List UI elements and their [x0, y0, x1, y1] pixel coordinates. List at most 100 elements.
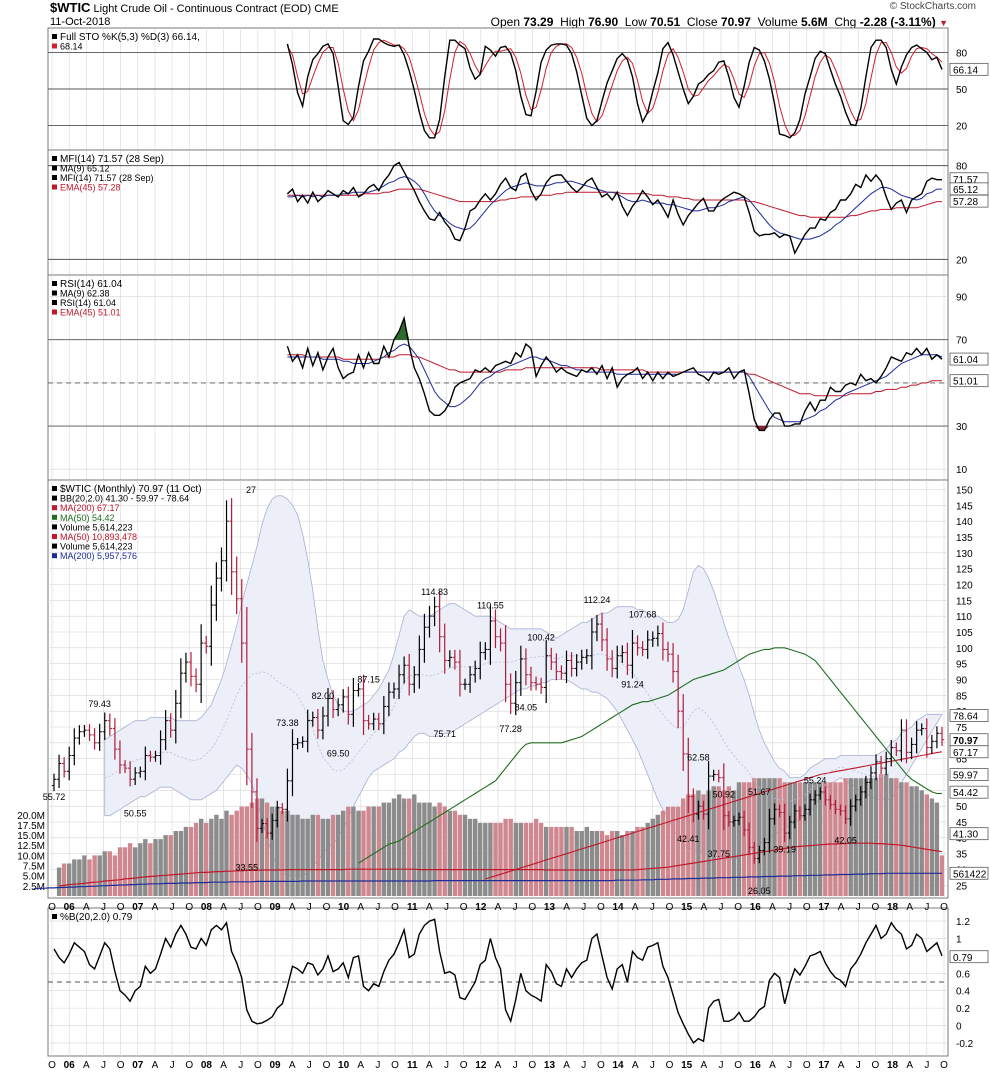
volume-bar	[604, 835, 610, 896]
ohlc-bar	[544, 640, 549, 704]
ohlc-bar	[249, 732, 255, 809]
time-axis-label: O	[940, 1060, 948, 1071]
volume-bar	[939, 855, 945, 896]
price-annotation: 75.71	[433, 729, 456, 739]
volume-bar	[224, 810, 229, 896]
time-axis-label: A	[838, 902, 845, 913]
rsi-overbought-fill	[393, 318, 415, 340]
time-axis-label: A	[701, 902, 708, 913]
ohlc-bar	[447, 650, 452, 668]
volume-bar	[204, 822, 209, 896]
time-axis-label: O	[734, 1060, 742, 1071]
volume-bar	[797, 782, 803, 897]
price-annotation: 107.68	[629, 610, 657, 620]
volume-bar	[488, 822, 493, 896]
time-axis-label: 08	[201, 1060, 213, 1071]
ohlc-bar	[929, 734, 935, 754]
mfi-legend-text: MFI(14) 71.57 (28 Sep)	[60, 173, 154, 183]
price-legend-swatch	[52, 553, 57, 559]
ohlc-bar	[437, 591, 442, 653]
time-axis-label: 10	[338, 902, 350, 913]
volume-bar	[777, 778, 782, 896]
ohlc-bar	[77, 725, 82, 745]
rsi-legend-swatch	[52, 281, 57, 286]
price-ma200-line	[485, 751, 943, 880]
ohlc-bar	[721, 763, 727, 831]
stochastic-legend-text: 68.14	[60, 42, 83, 52]
ohlc-bar	[351, 677, 356, 727]
price-ytick-label: 145	[956, 501, 973, 512]
ohlc-bar	[153, 750, 158, 762]
price-ytick-label: 135	[956, 533, 973, 544]
mfi-ytick-label: 80	[956, 162, 968, 173]
time-axis-label: O	[940, 902, 948, 913]
volume-bar	[148, 843, 153, 896]
volume-bar	[138, 843, 143, 896]
ohlc-bar	[899, 719, 904, 762]
stochastic-ytick-label: 80	[956, 48, 968, 59]
ohlc-bar	[488, 605, 493, 665]
stochastic-last-value-box	[949, 62, 989, 76]
volume-bar	[452, 810, 458, 896]
price-ytick-label: 125	[956, 565, 973, 576]
ohlc-bar	[878, 756, 884, 774]
ohlc-bar	[493, 609, 498, 649]
ohlc-bar	[523, 648, 529, 686]
price-last-value-box	[949, 745, 989, 759]
ohlc-bar	[655, 625, 661, 647]
ohlc-bar	[376, 712, 381, 731]
ohlc-bar	[939, 726, 945, 747]
volume-bar	[92, 855, 97, 896]
rsi-legend-text: MA(9) 62.38	[60, 289, 110, 299]
time-axis-label: J	[238, 1060, 243, 1071]
time-axis-label: J	[444, 902, 449, 913]
time-axis-label: O	[666, 902, 674, 913]
time-axis-label: O	[597, 1060, 605, 1071]
time-axis-label: O	[48, 1060, 56, 1071]
volume-bar	[554, 826, 559, 896]
time-axis-label: 07	[132, 902, 144, 913]
ohlc-bar	[645, 630, 650, 659]
ohlc-bar	[873, 754, 879, 781]
price-annotation: 62.58	[687, 752, 710, 762]
ohlc-bar	[782, 803, 787, 842]
time-axis-label: A	[83, 902, 90, 913]
ohlc-bar	[163, 710, 168, 751]
volume-bar	[351, 806, 356, 896]
volume-bar	[183, 826, 189, 896]
ohlc-bar	[219, 547, 224, 592]
ohlc-bar	[472, 660, 478, 683]
rsi-last-value: 51.01	[953, 377, 978, 388]
ohlc-bar	[620, 645, 625, 663]
mfi-legend-swatch	[52, 184, 57, 190]
volume-bar	[736, 782, 742, 897]
price-ytick-label: 130	[956, 549, 973, 560]
price-last-value-box	[949, 785, 989, 799]
rsi-last-value-box	[949, 352, 989, 366]
ohlc-bar	[356, 683, 361, 697]
time-axis-label: J	[238, 902, 243, 913]
ohlc-bar	[696, 800, 701, 820]
ohlc-bar	[214, 562, 219, 621]
ohlc-bar	[853, 794, 858, 812]
time-axis-label: 16	[750, 1060, 762, 1071]
ohlc-bar	[330, 690, 336, 719]
time-axis-label: A	[563, 1060, 570, 1071]
price-legend-swatch	[52, 505, 57, 511]
mfi-legend-swatch	[52, 175, 57, 180]
time-axis-label: 12	[475, 1060, 487, 1071]
volume-bar	[929, 798, 935, 896]
ohlc-bar	[462, 678, 468, 690]
volume-bar	[112, 855, 118, 896]
time-axis-label: J	[581, 1060, 586, 1071]
volume-bar	[437, 802, 442, 896]
time-axis-label: O	[185, 1060, 193, 1071]
volume-bar	[447, 810, 452, 896]
volume-bar	[701, 794, 706, 896]
volume-bar	[163, 835, 168, 896]
volume-tick-label: 12.5M	[17, 841, 45, 852]
volume-bar	[127, 843, 133, 896]
time-axis-label: O	[391, 902, 399, 913]
ohlc-bar	[802, 804, 808, 821]
